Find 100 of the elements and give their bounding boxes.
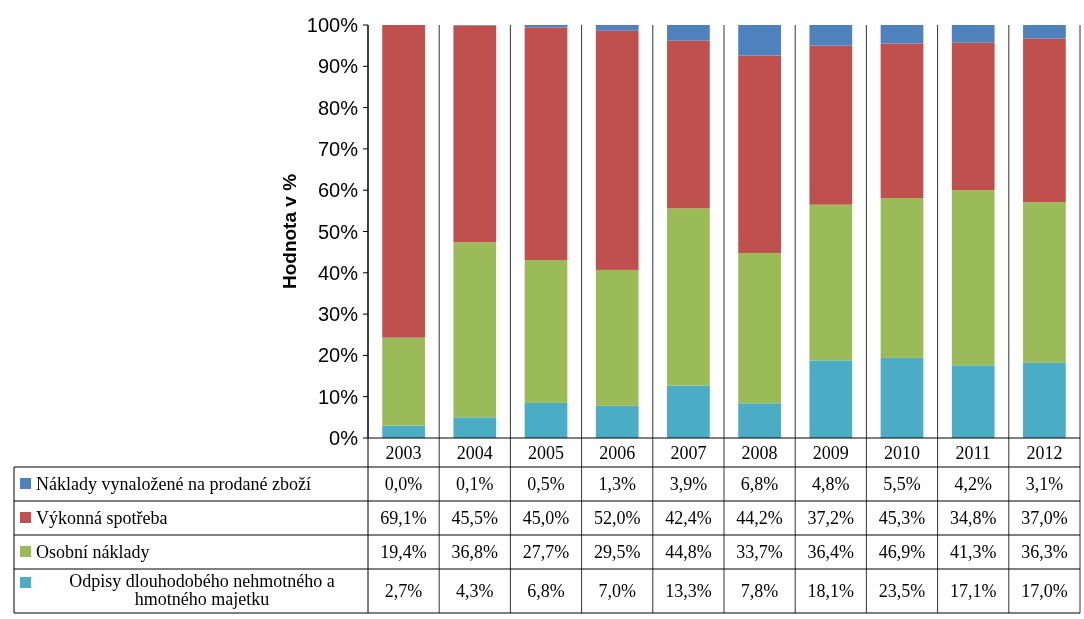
bar [738,252,781,404]
x-tick-label: 2007 [670,442,707,463]
bar [880,43,924,199]
bar [524,27,568,260]
text: 19,4% [380,542,427,563]
bar [951,365,995,438]
bar [1023,202,1066,363]
x-tick-label: 2004 [456,442,493,463]
bar [667,208,710,386]
y-tick-label: 80% [317,96,359,119]
text: 5,5% [883,474,921,495]
bar [382,25,425,338]
legend-label: Odpisy dlouhodobého nehmotného a hmotného majetku [69,571,335,609]
bar [738,25,781,56]
text: 44,2% [736,508,783,529]
text: 41,3% [949,542,997,563]
bar [595,30,639,270]
bar [382,337,425,426]
y-tick-label: 0% [329,427,359,449]
bar [809,45,853,205]
bar [667,385,710,438]
bar [453,25,497,243]
x-tick-label: 2010 [884,442,920,463]
bar [809,360,853,438]
text: 6,8% [527,581,565,602]
text: 42,4% [665,508,712,529]
x-tick-label: 2003 [385,442,422,463]
x-tick-label: 2012 [1026,442,1063,463]
legend-label: Výkonná spotřeba [36,508,168,528]
bar [595,269,639,406]
text: 1,3% [598,474,636,495]
text: 0,1% [456,474,494,495]
text: 69,1% [380,508,427,529]
bar [1023,25,1066,39]
bar [1023,38,1066,203]
y-tick-label: 30% [317,303,359,326]
bar [1023,362,1066,438]
text: 45,0% [522,508,570,529]
x-tick-label: 2005 [528,442,564,463]
y-tick-label: 70% [317,137,359,160]
text: 6,8% [740,474,779,495]
text: 17,0% [1021,581,1068,602]
text: 4,2% [954,474,992,495]
bar [524,260,568,403]
text: 4,8% [812,474,850,495]
bar [880,357,924,438]
y-tick-label: 40% [317,261,359,284]
x-tick-label: 2009 [812,442,849,463]
bar [595,25,639,31]
text: 4,3% [456,581,494,602]
y-tick-label: 20% [317,344,359,367]
text: 2,7% [384,581,423,602]
text: 36,8% [451,542,499,563]
bar [951,190,995,366]
text: 29,5% [593,542,641,563]
bar [951,42,995,191]
text: 7,8% [740,581,779,602]
text: 18,1% [807,581,855,602]
text: 45,3% [878,508,926,529]
text: 36,4% [807,542,855,563]
bar [453,242,497,418]
x-tick-label: 2008 [741,442,778,463]
text: 37,0% [1021,508,1068,529]
bar [524,402,568,438]
y-tick-label: 10% [317,385,359,408]
bar [453,417,497,438]
y-tick-label: 50% [317,220,359,243]
bar [667,25,710,41]
text: 44,8% [665,542,712,563]
bar [809,25,853,46]
y-tick-label: 90% [317,55,359,78]
text: 52,0% [593,508,641,529]
text: 36,3% [1021,542,1068,563]
x-tick-label: 2006 [599,442,636,463]
x-tick-label: 2011 [955,442,991,463]
text: 34,8% [949,508,997,529]
bar [667,40,710,209]
y-axis-title: Hodnota v % [279,173,300,290]
text: 46,9% [878,542,926,563]
text: 13,3% [665,581,712,602]
text: 7,0% [598,581,636,602]
text: 23,5% [878,581,926,602]
bar [809,204,853,361]
text: 37,2% [807,508,855,529]
text: 27,7% [522,542,570,563]
bar [595,405,639,438]
bar [880,198,924,358]
text: 3,9% [669,474,708,495]
y-tick-label: 100% [306,14,359,36]
y-tick-label: 60% [317,179,359,202]
legend-label: Osobní náklady [36,542,150,562]
legend-label: Náklady vynaložené na prodané zboží [36,474,311,494]
text: 0,5% [527,474,565,495]
bar [951,25,995,43]
text: 17,1% [949,581,997,602]
bar [738,55,781,253]
text: 45,5% [451,508,499,529]
text: 33,7% [736,542,783,563]
bar [880,25,924,44]
bar [738,403,781,438]
